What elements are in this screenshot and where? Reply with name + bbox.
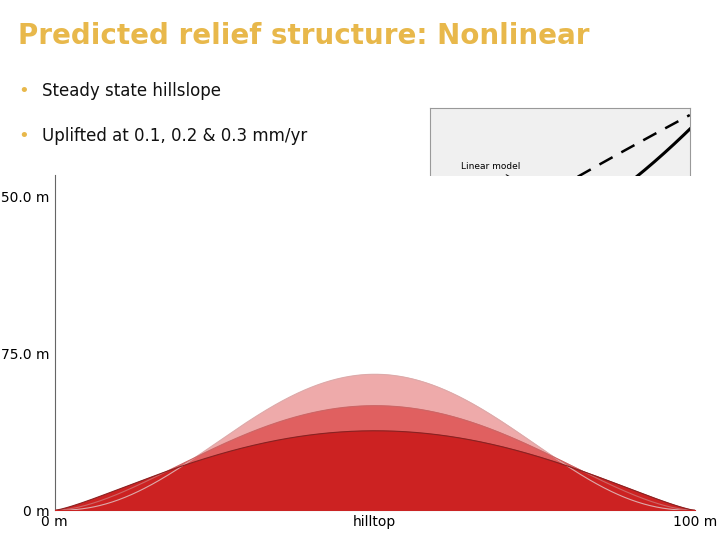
Text: •: • xyxy=(19,82,30,100)
Text: Predicted relief structure: Nonlinear: Predicted relief structure: Nonlinear xyxy=(18,23,590,50)
Text: Uplifted at 0.1, 0.2 & 0.3 mm/yr: Uplifted at 0.1, 0.2 & 0.3 mm/yr xyxy=(42,127,307,145)
Text: •: • xyxy=(19,127,30,145)
Text: Nonlinear model: Nonlinear model xyxy=(528,194,613,222)
Text: Relief: Relief xyxy=(409,176,419,202)
Text: Steady state hillslope: Steady state hillslope xyxy=(42,82,220,100)
Text: Linear model: Linear model xyxy=(461,161,541,194)
Text: Hillslope length: Hillslope length xyxy=(519,286,600,296)
